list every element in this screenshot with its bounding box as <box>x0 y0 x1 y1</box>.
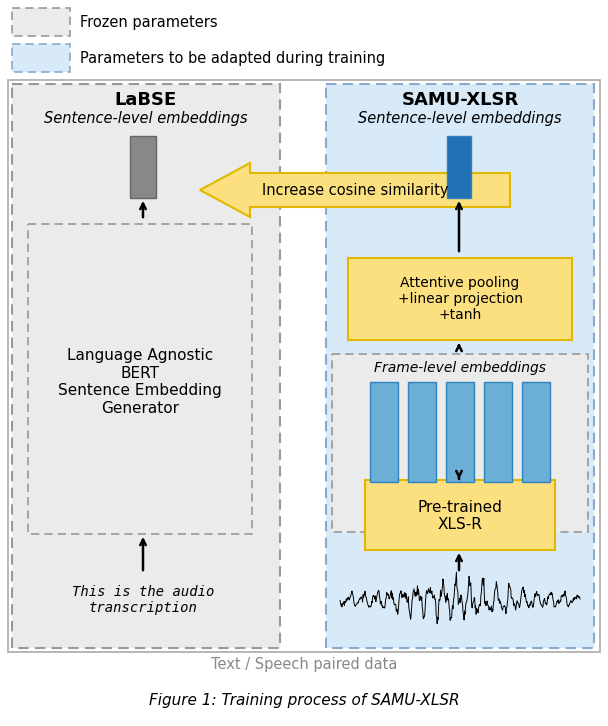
Bar <box>12 44 70 72</box>
Text: Pre-trained
XLS-R: Pre-trained XLS-R <box>418 499 502 532</box>
Bar <box>370 382 398 482</box>
Text: Sentence-level embeddings: Sentence-level embeddings <box>44 110 247 126</box>
Text: Increase cosine similarity: Increase cosine similarity <box>262 182 448 197</box>
Text: Attentive pooling
+linear projection
+tanh: Attentive pooling +linear projection +ta… <box>398 276 522 322</box>
Text: Frozen parameters: Frozen parameters <box>80 15 218 30</box>
Bar <box>408 382 436 482</box>
Bar <box>12 84 280 648</box>
Bar <box>12 8 70 36</box>
Bar <box>446 382 474 482</box>
Text: Parameters to be adapted during training: Parameters to be adapted during training <box>80 51 385 65</box>
Bar <box>130 136 156 198</box>
Text: Language Agnostic
BERT
Sentence Embedding
Generator: Language Agnostic BERT Sentence Embeddin… <box>58 348 222 415</box>
Bar <box>332 354 588 532</box>
FancyArrow shape <box>200 163 510 217</box>
Text: SAMU-XLSR: SAMU-XLSR <box>401 91 519 109</box>
Text: Sentence-level embeddings: Sentence-level embeddings <box>358 110 562 126</box>
Bar <box>326 84 594 648</box>
Bar <box>8 80 600 652</box>
Text: Frame-level embeddings: Frame-level embeddings <box>374 361 546 375</box>
Bar <box>28 224 252 534</box>
Bar <box>484 382 512 482</box>
Text: Text / Speech paired data: Text / Speech paired data <box>211 658 397 672</box>
Bar <box>348 258 572 340</box>
Text: LaBSE: LaBSE <box>115 91 177 109</box>
Text: This is the audio
transcription: This is the audio transcription <box>72 585 214 615</box>
Bar <box>447 136 471 198</box>
Bar <box>522 382 550 482</box>
Bar <box>365 480 555 550</box>
Text: Figure 1: Training process of SAMU-XLSR: Figure 1: Training process of SAMU-XLSR <box>149 693 459 708</box>
